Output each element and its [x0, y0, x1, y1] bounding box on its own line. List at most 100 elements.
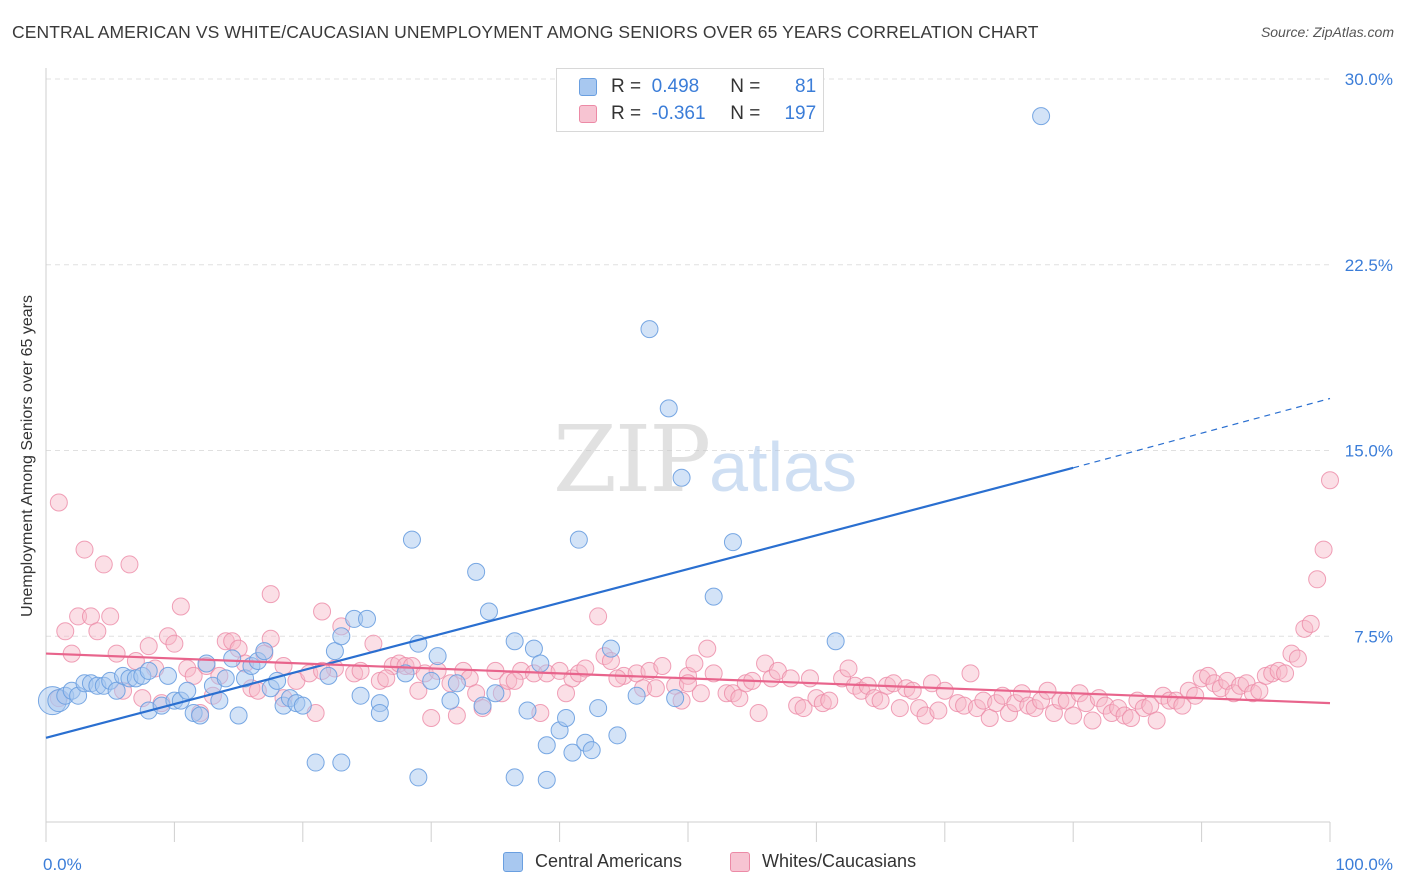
data-point-whites-caucasians — [56, 622, 75, 641]
data-point-central-americans — [608, 726, 627, 745]
data-point-whites-caucasians — [88, 622, 107, 641]
data-point-central-americans — [197, 654, 216, 673]
data-point-whites-caucasians — [820, 691, 839, 710]
data-point-central-americans — [319, 666, 338, 685]
data-point-central-americans — [486, 684, 505, 703]
legend-r-label: R = — [611, 76, 642, 97]
bottom-legend-label: Central Americans — [535, 851, 683, 871]
data-point-whites-caucasians — [120, 555, 139, 574]
data-point-central-americans — [505, 632, 524, 651]
data-point-whites-caucasians — [49, 493, 68, 512]
data-point-central-americans — [473, 696, 492, 715]
legend-swatch-blue — [579, 78, 597, 96]
data-point-central-americans — [332, 753, 351, 772]
legend-n-value: 197 — [784, 103, 817, 124]
data-point-central-americans — [441, 691, 460, 710]
data-point-whites-caucasians — [1321, 471, 1339, 490]
data-point-central-americans — [158, 666, 177, 685]
data-point-central-americans — [479, 602, 498, 621]
data-point-whites-caucasians — [1250, 681, 1269, 700]
legend-n-label: N = — [730, 76, 761, 97]
data-point-central-americans — [447, 674, 466, 693]
data-point-whites-caucasians — [1186, 686, 1205, 705]
data-point-central-americans — [107, 681, 126, 700]
data-point-central-americans — [659, 399, 678, 418]
data-point-central-americans — [229, 706, 248, 725]
data-point-central-americans — [139, 661, 158, 680]
data-point-whites-caucasians — [794, 699, 813, 718]
data-point-whites-caucasians — [1025, 699, 1044, 718]
data-point-central-americans — [601, 639, 620, 658]
data-point-whites-caucasians — [1224, 684, 1243, 703]
data-point-central-americans — [422, 671, 441, 690]
data-point-whites-caucasians — [1083, 711, 1102, 730]
data-point-whites-caucasians — [1276, 664, 1295, 683]
data-point-whites-caucasians — [158, 627, 177, 646]
data-point-central-americans — [582, 741, 601, 760]
trendline-whites-caucasians — [45, 652, 1331, 705]
legend-r-value: -0.361 — [651, 103, 706, 124]
data-point-whites-caucasians — [987, 694, 1006, 713]
correlation-legend: R = 0.498 N = 81 R = -0.361 N = 197 — [556, 68, 824, 132]
data-point-central-americans — [1032, 107, 1051, 126]
data-point-whites-caucasians — [1301, 614, 1320, 633]
data-point-central-americans — [325, 642, 344, 661]
data-point-central-americans — [293, 696, 312, 715]
data-point-whites-caucasians — [447, 706, 466, 725]
legend-r-value: 0.498 — [651, 76, 700, 97]
data-point-central-americans — [223, 649, 242, 668]
data-point-whites-caucasians — [81, 607, 100, 626]
legend-n-value: 81 — [795, 76, 817, 97]
data-point-whites-caucasians — [1199, 666, 1218, 685]
data-point-central-americans — [306, 753, 325, 772]
data-point-whites-caucasians — [101, 607, 120, 626]
data-point-whites-caucasians — [107, 644, 126, 663]
data-point-whites-caucasians — [839, 659, 858, 678]
data-point-central-americans — [370, 704, 389, 723]
data-point-whites-caucasians — [903, 681, 922, 700]
data-point-central-americans — [467, 562, 486, 581]
legend-row-central-americans: R = 0.498 N = 81 — [579, 75, 816, 99]
data-point-whites-caucasians — [685, 654, 704, 673]
data-point-central-americans — [191, 706, 210, 725]
data-point-central-americans — [563, 743, 582, 762]
data-point-central-americans — [178, 681, 197, 700]
data-point-central-americans — [723, 533, 742, 552]
data-point-central-americans — [216, 669, 235, 688]
legend-row-whites-caucasians: R = -0.361 N = 197 — [579, 102, 816, 126]
data-point-central-americans — [255, 642, 274, 661]
data-point-whites-caucasians — [94, 555, 113, 574]
data-point-whites-caucasians — [730, 689, 749, 708]
data-point-whites-caucasians — [781, 669, 800, 688]
data-point-central-americans — [557, 708, 576, 727]
data-point-central-americans — [428, 647, 447, 666]
data-point-central-americans — [402, 530, 421, 549]
data-point-central-americans — [589, 699, 608, 718]
y-tick-label: 7.5% — [1354, 627, 1393, 646]
data-point-central-americans — [358, 609, 376, 628]
data-point-whites-caucasians — [935, 681, 954, 700]
source-credit: Source: ZipAtlas.com — [1260, 24, 1394, 40]
data-point-whites-caucasians — [1000, 704, 1018, 723]
data-point-central-americans — [627, 686, 646, 705]
trendline-central-americans — [45, 466, 1074, 739]
data-point-central-americans — [826, 632, 845, 651]
data-point-whites-caucasians — [698, 639, 717, 658]
data-point-central-americans — [672, 468, 691, 487]
data-point-central-americans — [640, 320, 659, 339]
data-point-whites-caucasians — [184, 666, 203, 685]
data-point-whites-caucasians — [139, 637, 158, 656]
data-point-whites-caucasians — [910, 699, 929, 718]
data-point-central-americans — [569, 530, 588, 549]
data-point-whites-caucasians — [261, 585, 280, 604]
data-point-central-americans — [518, 701, 537, 720]
data-point-whites-caucasians — [1147, 711, 1166, 730]
data-point-central-americans — [351, 686, 370, 705]
data-point-whites-caucasians — [313, 602, 332, 621]
y-tick-label: 22.5% — [1345, 256, 1393, 275]
legend-n-label: N = — [730, 103, 761, 124]
data-point-whites-caucasians — [1308, 570, 1327, 589]
y-tick-label: 15.0% — [1345, 442, 1393, 461]
data-point-central-americans — [666, 689, 685, 708]
data-point-central-americans — [332, 627, 351, 646]
